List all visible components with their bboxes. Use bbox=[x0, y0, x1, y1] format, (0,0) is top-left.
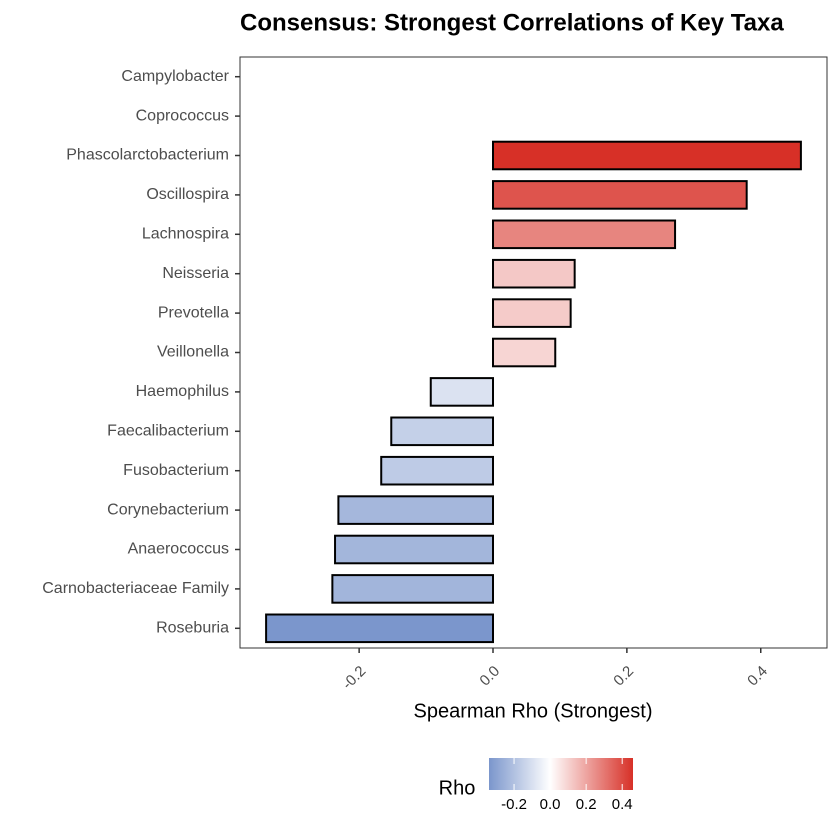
colorbar-tick-label: 0.0 bbox=[540, 796, 561, 813]
bar bbox=[380, 455, 495, 486]
bar bbox=[492, 180, 748, 210]
colorbar bbox=[489, 758, 633, 790]
y-tick-label: Lachnospira bbox=[142, 226, 229, 243]
bar bbox=[429, 377, 495, 407]
colorbar-tick-label: 0.2 bbox=[576, 796, 597, 813]
bar bbox=[492, 258, 576, 289]
bar bbox=[492, 298, 572, 328]
y-tick-label: Corynebacterium bbox=[107, 501, 229, 518]
y-tick-label: Prevotella bbox=[158, 304, 229, 321]
bar bbox=[492, 140, 802, 171]
y-tick-label: Phascolarctobacterium bbox=[66, 147, 229, 164]
bar bbox=[265, 613, 495, 644]
y-tick-label: Oscillospira bbox=[146, 186, 229, 203]
y-tick-label: Coprococcus bbox=[136, 107, 229, 124]
chart-title: Consensus: Strongest Correlations of Key… bbox=[240, 9, 784, 36]
colorbar-tick-label: 0.4 bbox=[612, 796, 633, 813]
bar bbox=[337, 495, 495, 525]
y-tick-label: Faecalibacterium bbox=[107, 423, 229, 440]
y-tick-label: Carnobacteriaceae Family bbox=[42, 580, 229, 597]
x-tick-label: 0.0 bbox=[476, 663, 503, 690]
y-tick-label: Veillonella bbox=[157, 344, 229, 361]
x-axis-label: Spearman Rho (Strongest) bbox=[413, 700, 652, 722]
x-tick-label: 0.2 bbox=[610, 663, 637, 690]
y-tick-label: Haemophilus bbox=[136, 383, 229, 400]
y-tick-label: Fusobacterium bbox=[123, 462, 229, 479]
colorbar-tick-label: -0.2 bbox=[501, 796, 527, 813]
bar bbox=[492, 219, 677, 250]
x-tick-label: -0.2 bbox=[339, 663, 369, 693]
y-tick-label: Anaerococcus bbox=[128, 541, 229, 558]
bar bbox=[334, 534, 495, 565]
y-tick-label: Campylobacter bbox=[121, 68, 229, 85]
y-tick-label: Roseburia bbox=[156, 620, 229, 637]
x-tick-label: 0.4 bbox=[744, 663, 771, 690]
legend-title: Rho bbox=[439, 777, 476, 799]
bar bbox=[492, 337, 557, 368]
y-tick-label: Neisseria bbox=[162, 265, 229, 282]
bar bbox=[390, 416, 495, 447]
bar bbox=[331, 574, 495, 604]
